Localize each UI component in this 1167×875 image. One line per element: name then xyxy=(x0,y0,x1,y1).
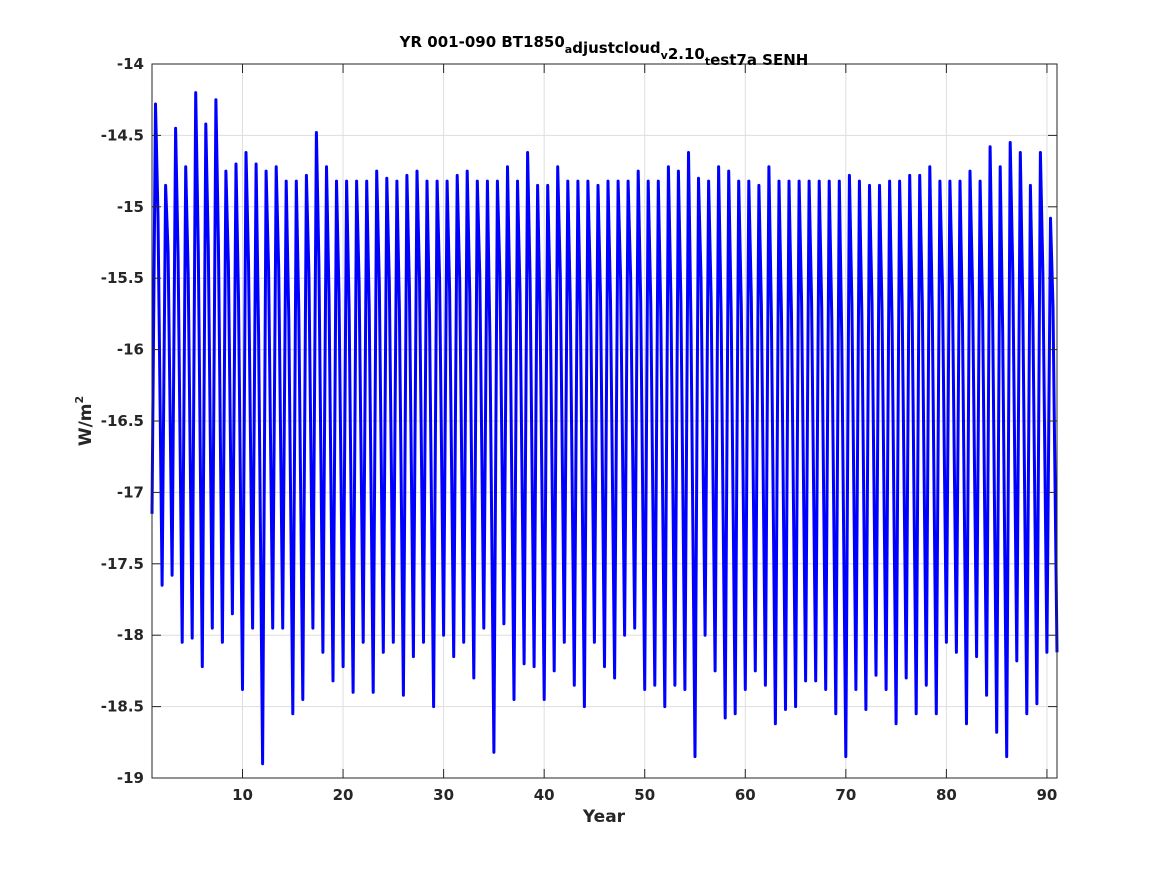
y-tick-label: -17 xyxy=(117,483,144,501)
x-tick-label: 40 xyxy=(534,786,555,804)
y-tick-label: -14 xyxy=(117,55,144,73)
title-segment: v xyxy=(661,49,669,62)
y-tick-label: -15.5 xyxy=(101,269,144,287)
x-tick-label: 20 xyxy=(333,786,354,804)
y-tick-label: -18.5 xyxy=(101,698,144,716)
y-tick-label: -17.5 xyxy=(101,555,144,573)
title-segment: est7a SENH xyxy=(710,51,808,69)
title-segment: a xyxy=(565,43,572,56)
ticks: 10 20 30 40 50 60 70 80 90 -14 -14.5 -15 -15.5 -16 -16… xyxy=(101,55,1058,804)
y-tick-label: -14.5 xyxy=(101,126,144,144)
title-segment: YR 001-090 BT1850 xyxy=(399,33,565,51)
title-segment: t xyxy=(705,55,710,68)
x-axis-label: Year xyxy=(582,807,626,827)
x-tick-label: 90 xyxy=(1037,786,1058,804)
y-tick-label: -16.5 xyxy=(101,412,144,430)
y-tick-label: -15 xyxy=(117,198,144,216)
x-tick-label: 60 xyxy=(735,786,756,804)
y-axis-label: W/m2 xyxy=(73,396,96,446)
x-tick-label: 70 xyxy=(835,786,856,804)
x-tick-label: 30 xyxy=(433,786,454,804)
x-tick-label: 10 xyxy=(232,786,253,804)
title-segment: 2.10 xyxy=(668,45,705,63)
y-tick-label: -18 xyxy=(117,626,144,644)
y-label-base: W/m xyxy=(76,403,96,446)
y-tick-label: -19 xyxy=(117,769,144,787)
series-layer xyxy=(150,91,1059,766)
x-tick-label: 80 xyxy=(936,786,957,804)
y-label-superscript: 2 xyxy=(73,396,86,404)
series-line xyxy=(150,91,1059,766)
title-segment: djustcloud xyxy=(572,39,660,57)
chart-title: YR 001-090 BT1850adjustcloudv2.10test7a … xyxy=(399,33,809,69)
y-tick-label: -16 xyxy=(117,341,144,359)
x-tick-label: 50 xyxy=(634,786,655,804)
